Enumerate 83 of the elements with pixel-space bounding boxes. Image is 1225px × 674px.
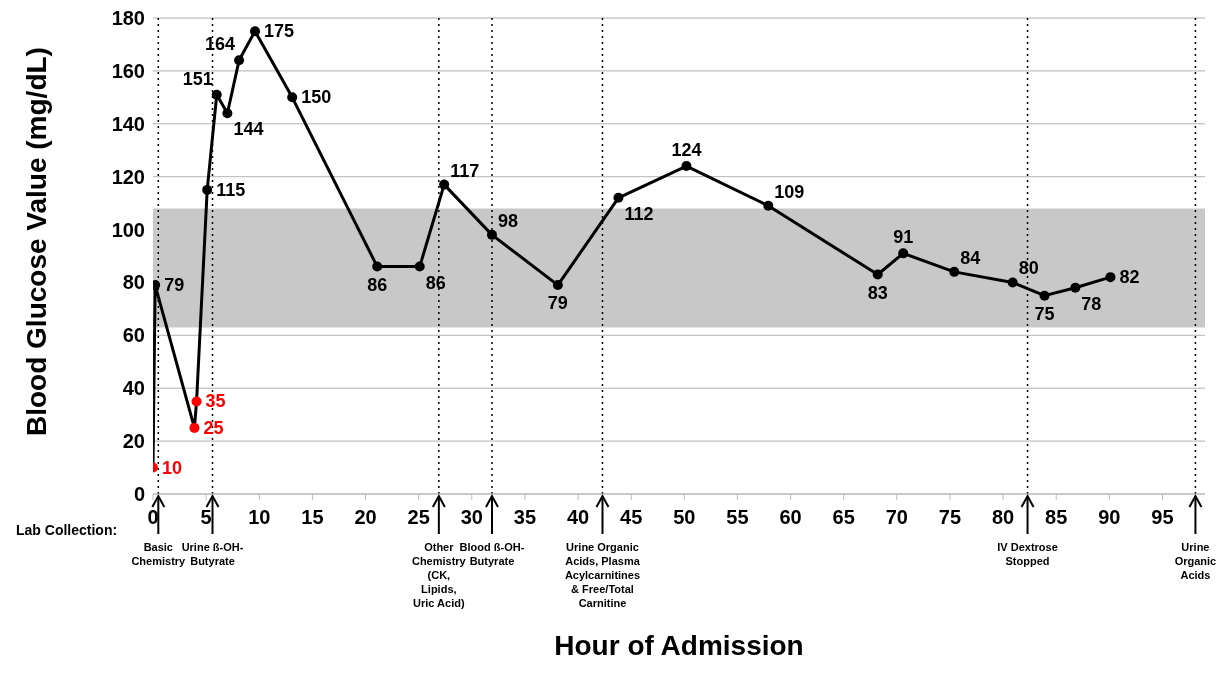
- point: [486, 229, 497, 240]
- x-tick-label: 10: [248, 506, 271, 528]
- data-label: 82: [1119, 267, 1140, 288]
- point: [287, 92, 298, 103]
- point: [763, 200, 774, 211]
- x-tick-label: 50: [673, 506, 696, 528]
- x-tick-label: 20: [354, 506, 377, 528]
- data-label: 115: [216, 179, 246, 200]
- x-tick-label: 25: [407, 506, 430, 528]
- data-label: 35: [205, 391, 226, 412]
- point: [1039, 290, 1050, 301]
- point: [681, 161, 692, 172]
- y-tick-label: 140: [111, 112, 145, 135]
- text: Lab Collection:: [16, 522, 118, 538]
- data-label: 83: [867, 282, 888, 303]
- y-tick-label: 180: [111, 7, 145, 29]
- x-tick-label: 40: [566, 506, 590, 528]
- ref-line-label: IV Dextrose Stopped: [997, 541, 1058, 567]
- y-axis-title: Blood Glucose Value (mg/dL): [20, 47, 52, 436]
- x-tick-label: 60: [779, 506, 802, 528]
- y-tick-label: 100: [111, 218, 145, 241]
- point: [189, 422, 200, 433]
- point: [191, 396, 202, 407]
- data-label: 175: [264, 21, 295, 42]
- point: [222, 108, 233, 119]
- point: [372, 261, 383, 272]
- x-tick-label: 70: [885, 506, 908, 528]
- data-label: 124: [671, 140, 702, 161]
- point: [414, 261, 425, 272]
- data-label: 79: [164, 275, 185, 296]
- data-label: 109: [774, 181, 805, 202]
- data-label: 144: [233, 119, 264, 140]
- data-label: 78: [1081, 293, 1102, 314]
- x-tick-label: 35: [513, 506, 537, 528]
- x-tick-label: 95: [1151, 506, 1174, 528]
- data-label: 10: [162, 457, 183, 478]
- data-label: 164: [205, 34, 236, 55]
- x-tick-label: 55: [726, 506, 749, 528]
- point: [439, 179, 450, 190]
- data-label: 151: [182, 68, 213, 89]
- y-tick-label: 20: [122, 430, 145, 453]
- data-label: 79: [547, 293, 568, 314]
- data-label: 117: [450, 160, 480, 181]
- point: [211, 89, 222, 100]
- x-tick-label: 75: [938, 506, 962, 528]
- data-label: 86: [367, 274, 388, 295]
- y-tick-label: 80: [122, 271, 145, 294]
- point: [552, 280, 563, 291]
- x-tick-label: 30: [460, 506, 483, 528]
- point: [613, 192, 624, 203]
- x-tick-label: 15: [301, 506, 324, 528]
- point: [1105, 272, 1116, 283]
- x-tick-label: 80: [991, 506, 1015, 528]
- data-label: 86: [425, 272, 446, 293]
- point: [1007, 277, 1018, 288]
- x-tick-label: 65: [832, 506, 855, 528]
- y-tick-label: 0: [133, 483, 145, 505]
- point: [872, 269, 883, 280]
- data-label: 150: [301, 87, 332, 108]
- x-tick-label: 90: [1098, 506, 1121, 528]
- x-tick-label: 45: [620, 506, 643, 528]
- point: [234, 55, 245, 66]
- data-label: 25: [203, 417, 224, 438]
- data-label: 112: [624, 203, 654, 224]
- point: [202, 184, 213, 195]
- point: [949, 266, 960, 277]
- point: [1070, 282, 1081, 293]
- ref-line-label: Urine Organic Acids, Plasma Acylcarnitines & Free/Total Carnitine: [564, 541, 641, 609]
- y-tick-label: 60: [122, 324, 145, 347]
- x-axis-title: Hour of Admission: [553, 630, 805, 662]
- ref-line-label: Urine Organic Acids: [1174, 541, 1217, 581]
- data-label: 84: [960, 247, 981, 268]
- y-tick-label: 120: [111, 165, 145, 188]
- data-label: 91: [893, 227, 914, 248]
- y-tick-label: 40: [122, 377, 145, 400]
- data-label: 75: [1034, 303, 1055, 324]
- data-label: 98: [497, 210, 519, 231]
- x-tick-label: 5: [200, 506, 212, 528]
- point: [898, 248, 909, 259]
- y-tick-label: 160: [111, 59, 145, 82]
- x-tick-label: 85: [1045, 506, 1068, 528]
- data-label: 80: [1018, 258, 1039, 279]
- point: [250, 26, 261, 37]
